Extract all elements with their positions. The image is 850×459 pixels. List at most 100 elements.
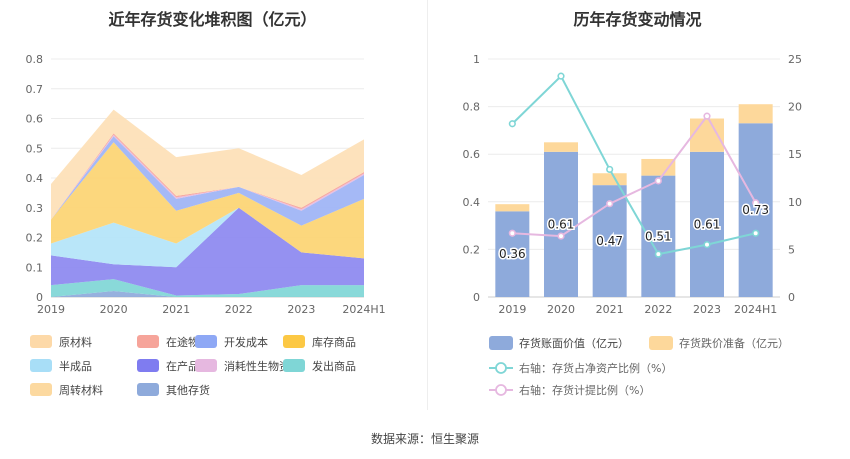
- y-tick-label: 0.4: [26, 172, 44, 185]
- legend-label: 开发成本: [224, 335, 268, 349]
- y-tick-label: 0.2: [26, 232, 44, 245]
- legend-swatch: [283, 335, 305, 348]
- legend-label: 半成品: [59, 359, 92, 373]
- legend-swatch: [195, 359, 217, 372]
- legend-swatch: [649, 336, 673, 350]
- bar-impairment-provision: [738, 104, 773, 124]
- legend-swatch: [195, 335, 217, 348]
- legend-swatch: [137, 383, 159, 396]
- y-left-tick-label: 0.2: [463, 243, 481, 256]
- legend-swatch: [30, 359, 52, 372]
- x-tick-label: 2023: [693, 303, 721, 316]
- legend-label: 周转材料: [59, 383, 103, 397]
- line-point: [557, 72, 565, 80]
- y-right-tick-label: 5: [788, 243, 795, 256]
- line-point: [752, 199, 760, 207]
- y-right-tick-label: 15: [788, 148, 802, 161]
- legend-swatch: [137, 359, 159, 372]
- y-tick-label: 0.6: [26, 113, 44, 126]
- line-provision-ratio: [512, 114, 757, 238]
- line-point: [752, 229, 760, 237]
- y-right-tick-label: 0: [788, 291, 795, 304]
- y-right-tick-label: 25: [788, 53, 802, 66]
- area-series-发出商品: [51, 279, 364, 297]
- legend-label: 右轴：存货计提比例（%）: [519, 383, 650, 397]
- legend-swatch: [30, 335, 52, 348]
- line-point: [557, 232, 565, 240]
- line-point: [654, 177, 662, 185]
- bar-book-value: [495, 211, 530, 297]
- stacked-area-chart: 0 0.1 0.2 0.3 0.4 0.5 0.6 0.7 0.8 2019 2020 2021 202…: [26, 53, 386, 397]
- y-left-tick-label: 0.6: [463, 148, 481, 161]
- x-tick-label: 2023: [287, 303, 315, 316]
- bar-impairment-provision: [690, 118, 724, 152]
- legend-label: 库存商品: [312, 335, 356, 349]
- area-series-在产品: [51, 207, 364, 296]
- y-tick-label: 0.7: [26, 83, 44, 96]
- x-tick-label: 2021: [596, 303, 624, 316]
- chart-divider: [427, 0, 428, 410]
- y-left-tick-label: 0.8: [463, 101, 481, 114]
- bar-data-label: 0.47: [596, 234, 623, 248]
- x-tick-label: 2022: [644, 303, 672, 316]
- bar-impairment-provision: [592, 173, 627, 186]
- y-tick-label: 0.8: [26, 53, 44, 66]
- x-tick-label: 2019: [498, 303, 526, 316]
- bar-data-label: 0.61: [694, 217, 721, 231]
- y-tick-label: 0.1: [26, 261, 44, 274]
- y-tick-label: 0.3: [26, 202, 44, 215]
- legend-marker: [495, 384, 507, 396]
- bar-impairment-provision: [495, 204, 530, 212]
- bar-data-label: 0.36: [499, 247, 526, 261]
- x-tick-label: 2019: [37, 303, 65, 316]
- legend-label: 其他存货: [166, 383, 210, 397]
- legend-swatch: [489, 336, 513, 350]
- line-point: [508, 120, 516, 128]
- x-tick-label: 2024H1: [342, 303, 385, 316]
- x-tick-label: 2021: [162, 303, 190, 316]
- legend-label: 原材料: [59, 335, 92, 349]
- legend-label: 在产品: [166, 359, 199, 373]
- y-tick-label: 0.5: [26, 142, 44, 155]
- legend-label: 消耗性生物资产: [224, 359, 301, 373]
- y-right-tick-label: 10: [788, 196, 802, 209]
- line-point: [703, 241, 711, 249]
- legend-label: 发出商品: [312, 359, 356, 373]
- bar-book-value: [690, 151, 724, 297]
- legend-swatch: [283, 359, 305, 372]
- line-point: [606, 165, 614, 174]
- line-point: [508, 229, 516, 237]
- line-point: [654, 250, 662, 258]
- bar-book-value: [544, 151, 578, 297]
- x-tick-label: 2024H1: [734, 303, 777, 316]
- left-chart-title: 近年存货变化堆积图（亿元）: [108, 10, 317, 29]
- y-tick-label: 0: [36, 291, 43, 304]
- area-series-原材料: [51, 109, 364, 220]
- line-inventory-to-net-assets: [511, 74, 756, 256]
- data-source-note: 数据来源：恒生聚源: [370, 432, 479, 446]
- legend-swatch: [137, 335, 159, 348]
- y-left-tick-label: 0.4: [463, 196, 481, 209]
- legend-marker: [495, 362, 507, 374]
- bar-impairment-provision: [641, 158, 676, 176]
- legend-label: 存货账面价值（亿元）: [519, 336, 629, 350]
- y-right-tick-label: 20: [788, 101, 802, 114]
- legend-label: 存货跌价准备（亿元）: [679, 336, 789, 350]
- legend-label: 右轴：存货占净资产比例（%）: [519, 361, 672, 375]
- line-point: [606, 200, 614, 208]
- line-point: [703, 112, 711, 120]
- area-series-其他存货: [51, 291, 364, 297]
- bar-book-value: [738, 123, 773, 297]
- x-tick-label: 2020: [547, 303, 575, 316]
- y-left-tick-label: 1: [473, 53, 480, 66]
- bar-data-label: 0.61: [548, 217, 575, 231]
- x-tick-label: 2020: [100, 303, 128, 316]
- bar-impairment-provision: [544, 142, 578, 152]
- bar-data-label: 0.51: [645, 229, 672, 243]
- y-left-tick-label: 0: [473, 291, 480, 304]
- area-series-开发成本: [51, 136, 364, 226]
- x-tick-label: 2022: [225, 303, 253, 316]
- legend-swatch: [30, 383, 52, 396]
- area-series-半成品: [51, 207, 364, 268]
